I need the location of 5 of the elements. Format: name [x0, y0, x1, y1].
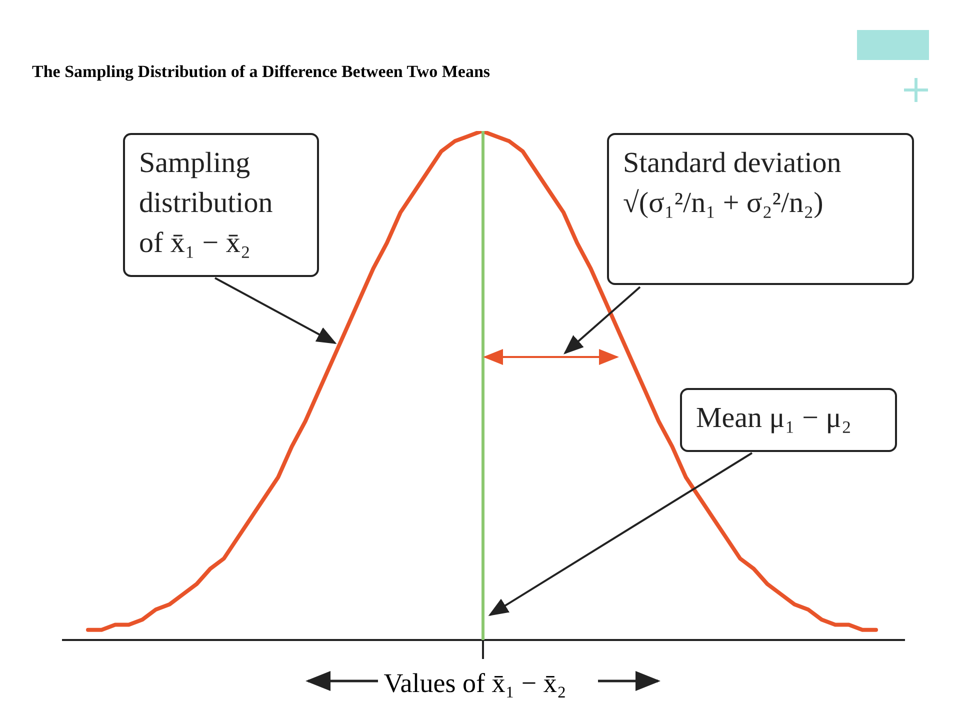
- x-axis-title: Values of x̄₁ − x̄₂: [384, 668, 566, 698]
- annotation: Standard deviation √(σ₁²/n₁ + σ₂²/n₂): [607, 133, 914, 285]
- annotation: Sampling distribution of x̄₁ − x̄₂: [123, 133, 319, 277]
- chart-title: The Sampling Distribution of a Difference Between Two Means: [32, 62, 490, 82]
- annotation: Mean μ₁ − μ₂: [680, 388, 897, 452]
